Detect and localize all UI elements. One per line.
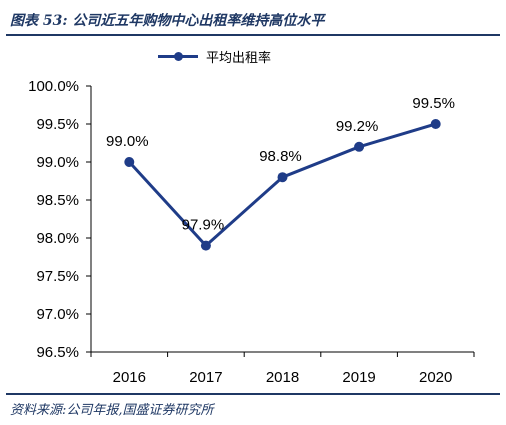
data-label: 99.2% bbox=[336, 118, 379, 135]
y-tick-label: 100.0% bbox=[28, 78, 79, 95]
x-tick-label: 2018 bbox=[266, 369, 299, 386]
line-chart: 100.0% 99.5% 99.0% 98.5% 98.0% 97.5% 97.0% 96.5… bbox=[28, 78, 475, 386]
x-tick-label: 2016 bbox=[113, 369, 146, 386]
x-tick-label: 2019 bbox=[342, 369, 375, 386]
y-tick-label: 99.5% bbox=[36, 116, 79, 133]
data-point bbox=[277, 172, 288, 183]
data-label: 99.5% bbox=[412, 95, 455, 112]
legend: 平均出租率 bbox=[158, 46, 271, 66]
data-label: 98.8% bbox=[259, 148, 302, 165]
y-tick-label: 98.0% bbox=[36, 230, 79, 247]
data-point bbox=[354, 141, 365, 152]
figure-header: 图表 53: 公司近五年购物中心出租率维持高位水平 bbox=[6, 6, 500, 36]
data-point bbox=[200, 240, 211, 251]
data-point bbox=[124, 157, 135, 167]
x-tick-label: 2017 bbox=[189, 369, 222, 386]
y-tick-label: 97.0% bbox=[36, 306, 79, 323]
y-tick-label: 97.5% bbox=[36, 268, 79, 285]
figure-footer: 资料来源:公司年报,国盛证券研究所 bbox=[6, 393, 500, 421]
data-label: 97.9% bbox=[182, 217, 225, 234]
legend-swatch bbox=[158, 50, 198, 62]
y-tick-label: 99.0% bbox=[36, 154, 79, 171]
y-tick-label: 98.5% bbox=[36, 192, 79, 209]
data-point bbox=[430, 119, 441, 129]
source-note: 资料来源:公司年报,国盛证券研究所 bbox=[10, 403, 214, 418]
series-line bbox=[128, 122, 437, 248]
x-tick-label: 2020 bbox=[419, 369, 452, 386]
data-label: 99.0% bbox=[106, 133, 149, 150]
legend-label: 平均出租率 bbox=[206, 50, 272, 66]
y-tick-label: 96.5% bbox=[36, 344, 79, 361]
figure-title: 图表 53: 公司近五年购物中心出租率维持高位水平 bbox=[10, 13, 325, 29]
